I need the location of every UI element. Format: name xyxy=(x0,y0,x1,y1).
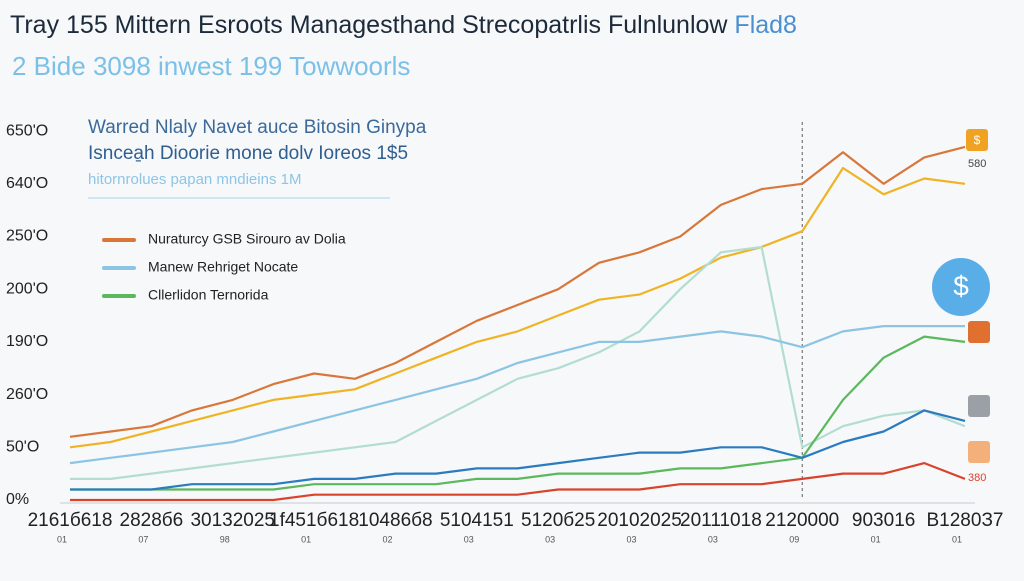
dollar-icon xyxy=(932,258,990,316)
y-tick-label: 190'O xyxy=(6,333,48,350)
x-tick-sublabel: 98 xyxy=(220,534,230,544)
badge xyxy=(968,395,990,417)
badge xyxy=(968,441,990,463)
legend-label: Cllerlidon Ternorida xyxy=(148,287,269,303)
series-line xyxy=(70,462,966,502)
x-tick-label: 2161б618 xyxy=(28,510,113,531)
badge xyxy=(968,321,990,343)
x-tick-sublabel: 07 xyxy=(138,534,148,544)
series-line xyxy=(70,335,966,491)
x-tick-sublabel: 03 xyxy=(464,534,474,544)
x-tick-label: B1280З7 xyxy=(927,510,1004,531)
annotation: hitornrolues papan mndieins 1M xyxy=(88,171,301,188)
x-tick-label: 30132025 xyxy=(190,510,275,531)
x-tick-sublabel: 01 xyxy=(871,534,881,544)
series-line xyxy=(69,166,966,449)
plot: 0% 50'O 260'O 190'O 200'O 250'O 640'O 650'O 2161… xyxy=(6,122,1003,544)
x-tick-label: 20111018 xyxy=(680,510,762,531)
x-tick-sublabel: 03 xyxy=(545,534,555,544)
series-line xyxy=(69,145,966,438)
x-tick-label: 1f451б618 xyxy=(269,510,359,531)
x-tick-sublabel: 02 xyxy=(382,534,392,544)
x-tick-sublabel: 01 xyxy=(952,534,962,544)
x-tick-sublabel: 01 xyxy=(301,534,311,544)
chart-subtitle: 2 Bide 3098 inwest 199 Towwoorls xyxy=(12,51,410,81)
legend-label: Manew Rehriget Nocate xyxy=(148,259,298,275)
x-tick-sublabel: 03 xyxy=(627,534,637,544)
x-tick-label: 5104151 xyxy=(440,510,514,531)
annotation: Isncea̱h Dioorie mone dolv Ioreos 1$5 xyxy=(88,143,408,164)
x-tick-label: 2828б6 xyxy=(120,510,184,531)
y-tick-label: 0% xyxy=(6,491,29,508)
x-tick-sublabel: 09 xyxy=(789,534,799,544)
badge xyxy=(966,129,988,151)
y-tick-label: 200'O xyxy=(6,280,48,297)
y-tick-label: 250'O xyxy=(6,228,48,245)
x-tick-label: 2120000 xyxy=(765,510,839,531)
legend-label: Nuraturcy GSB Sirouro av Dolia xyxy=(148,231,346,247)
chart-title: Tray 155 Mittern Esroots Managesthand St… xyxy=(10,11,797,39)
x-tick-label: 10486б8 xyxy=(358,510,432,531)
right-label: 380 xyxy=(968,472,986,484)
title-main: Tray 155 Mittern Esroots Managesthand St… xyxy=(10,11,728,39)
x-tick-label: 20102025 xyxy=(597,510,682,531)
title-tag: Flad8 xyxy=(734,11,797,39)
series-line xyxy=(70,409,966,491)
series-line xyxy=(69,325,965,465)
x-tick-sublabel: 01 xyxy=(57,534,67,544)
dollar-icon-glyph: $ xyxy=(953,270,969,301)
y-tick-label: 650'O xyxy=(6,122,48,139)
x-tick-sublabel: 03 xyxy=(708,534,718,544)
y-tick-label: 50'O xyxy=(6,439,39,456)
y-tick-label: 640'O xyxy=(6,175,48,192)
y-tick-label: 260'O xyxy=(6,386,48,403)
right-label: 580 xyxy=(968,158,986,170)
x-tick-label: 5120б25 xyxy=(521,510,595,531)
annotation: Warred Nlaly Navet auce Bitosin Ginypa xyxy=(88,117,427,138)
badge-icon: $ xyxy=(974,133,981,147)
x-tick-label: 903016 xyxy=(852,510,915,531)
